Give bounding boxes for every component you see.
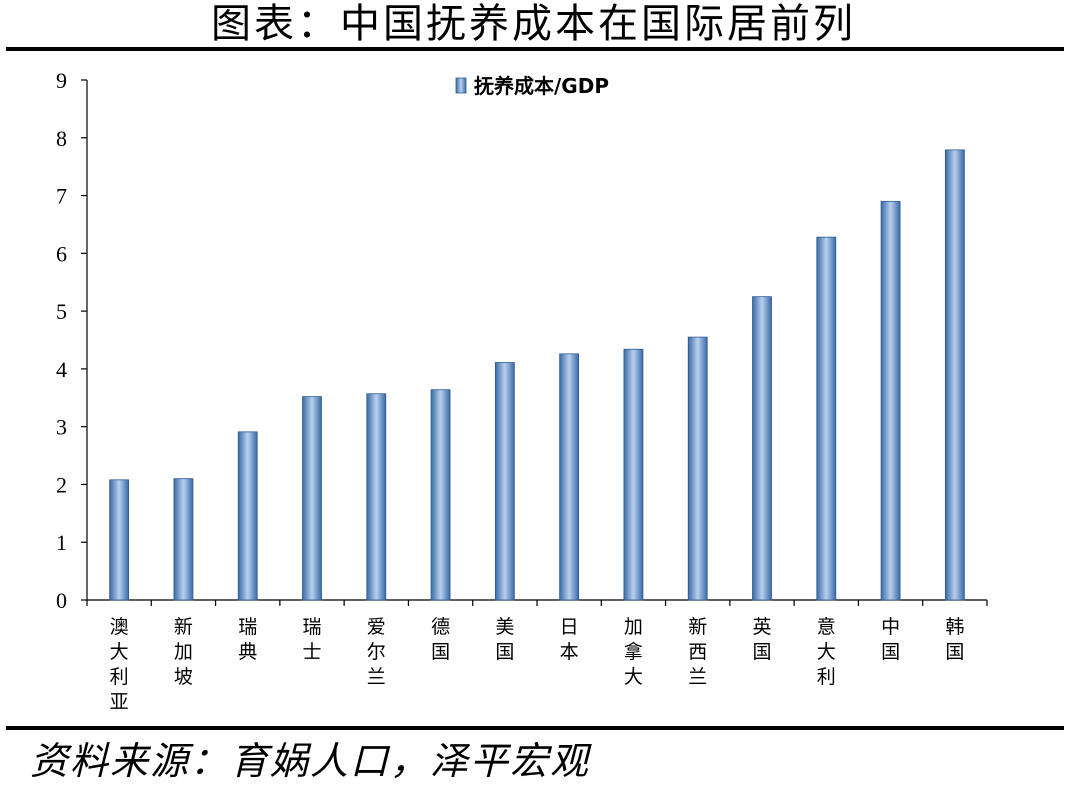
source-note: 资料来源：育娲人口，泽平宏观 (30, 739, 591, 783)
bar (302, 396, 322, 601)
x-tick-label: 爱尔兰 (367, 616, 386, 688)
legend-swatch (455, 77, 467, 94)
top-rule (6, 47, 1064, 51)
page-title: 图表：中国抚养成本在国际居前列 (211, 1, 856, 47)
bottom-rule (6, 726, 1064, 730)
x-tick-label: 德国 (431, 616, 450, 663)
y-tick-label: 5 (56, 299, 67, 324)
y-tick-label: 4 (56, 357, 67, 382)
chart-axes (81, 79, 988, 606)
x-tick-label: 瑞士 (302, 616, 321, 663)
y-tick-label: 2 (56, 472, 67, 497)
x-tick-label: 英国 (752, 616, 771, 663)
chart-legend: 抚养成本/GDP (455, 74, 609, 98)
bar (816, 236, 837, 601)
x-tick-label: 中国 (881, 616, 900, 663)
bar (366, 393, 387, 601)
bar (687, 336, 708, 601)
x-tick-label: 日本 (560, 616, 579, 663)
x-tick-label: 瑞典 (238, 616, 257, 663)
bar (623, 348, 644, 601)
y-tick-label: 8 (56, 126, 67, 151)
x-tick-label: 意大利 (817, 616, 836, 688)
bar (494, 362, 515, 601)
y-tick-label: 1 (56, 530, 67, 555)
chart-bars (109, 149, 965, 601)
x-tick-label: 澳大利亚 (110, 616, 129, 713)
y-tick-label: 7 (56, 184, 67, 209)
bar (109, 479, 130, 601)
x-tick-label: 韩国 (945, 616, 964, 663)
bar (944, 149, 965, 601)
bar (430, 389, 451, 601)
bar (173, 478, 194, 601)
x-tick-label: 新加坡 (174, 616, 193, 688)
x-tick-label: 美国 (495, 616, 514, 663)
y-tick-label: 9 (56, 68, 67, 93)
bar (237, 431, 258, 601)
y-tick-label: 0 (56, 588, 67, 613)
bar (559, 353, 580, 601)
x-tick-label: 加拿大 (624, 616, 643, 688)
x-tick-label: 新西兰 (688, 616, 707, 688)
y-tick-label: 3 (56, 415, 67, 440)
bar (880, 200, 901, 601)
y-tick-label: 6 (56, 241, 67, 266)
legend-label: 抚养成本/GDP (474, 74, 609, 98)
bar (752, 296, 772, 601)
